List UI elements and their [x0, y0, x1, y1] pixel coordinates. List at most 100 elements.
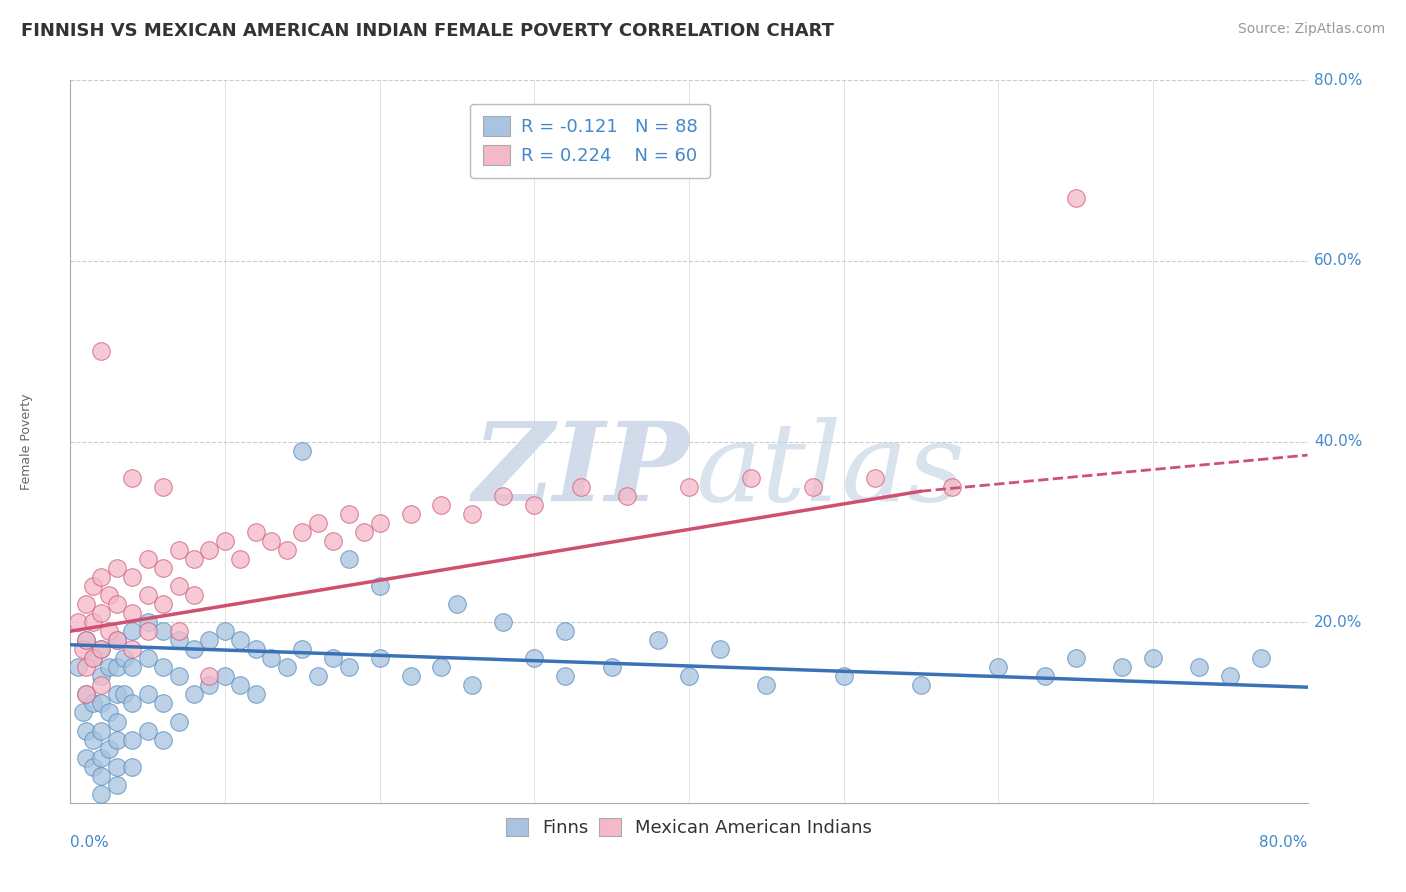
Point — [709, 642, 731, 657]
Point — [183, 687, 205, 701]
Point — [136, 687, 159, 701]
Point — [105, 660, 128, 674]
Point — [152, 480, 174, 494]
Text: Source: ZipAtlas.com: Source: ZipAtlas.com — [1237, 22, 1385, 37]
Point — [98, 588, 120, 602]
Point — [121, 624, 143, 639]
Point — [430, 498, 453, 512]
Point — [105, 778, 128, 792]
Point — [98, 660, 120, 674]
Point — [121, 760, 143, 774]
Point — [291, 524, 314, 539]
Point — [90, 570, 112, 584]
Point — [136, 615, 159, 630]
Point — [67, 660, 90, 674]
Point — [291, 642, 314, 657]
Text: ZIP: ZIP — [472, 417, 689, 524]
Point — [121, 642, 143, 657]
Point — [98, 706, 120, 720]
Point — [260, 651, 283, 665]
Point — [75, 750, 97, 764]
Point — [90, 769, 112, 783]
Point — [114, 651, 135, 665]
Point — [1064, 651, 1087, 665]
Point — [276, 660, 298, 674]
Point — [82, 760, 105, 774]
Text: 40.0%: 40.0% — [1313, 434, 1362, 449]
Point — [105, 760, 128, 774]
Text: 0.0%: 0.0% — [70, 835, 110, 850]
Point — [214, 533, 236, 548]
Point — [245, 524, 267, 539]
Point — [152, 624, 174, 639]
Point — [167, 714, 190, 729]
Text: atlas: atlas — [695, 417, 965, 524]
Point — [136, 651, 159, 665]
Point — [90, 723, 112, 738]
Point — [1111, 660, 1133, 674]
Point — [353, 524, 375, 539]
Point — [678, 480, 700, 494]
Point — [90, 787, 112, 801]
Point — [82, 615, 105, 630]
Point — [183, 552, 205, 566]
Point — [82, 579, 105, 593]
Point — [322, 533, 344, 548]
Point — [98, 741, 120, 756]
Point — [98, 624, 120, 639]
Point — [554, 669, 576, 683]
Point — [229, 678, 252, 692]
Point — [167, 579, 190, 593]
Point — [121, 660, 143, 674]
Point — [183, 588, 205, 602]
Point — [801, 480, 824, 494]
Point — [121, 732, 143, 747]
Point — [72, 642, 94, 657]
Legend: Finns, Mexican American Indians: Finns, Mexican American Indians — [499, 811, 879, 845]
Point — [678, 669, 700, 683]
Point — [121, 606, 143, 620]
Point — [114, 687, 135, 701]
Point — [167, 633, 190, 648]
Point — [90, 678, 112, 692]
Point — [82, 651, 105, 665]
Point — [90, 697, 112, 711]
Text: FINNISH VS MEXICAN AMERICAN INDIAN FEMALE POVERTY CORRELATION CHART: FINNISH VS MEXICAN AMERICAN INDIAN FEMAL… — [21, 22, 834, 40]
Point — [152, 697, 174, 711]
Point — [260, 533, 283, 548]
Point — [322, 651, 344, 665]
Point — [337, 660, 360, 674]
Point — [183, 642, 205, 657]
Point — [152, 660, 174, 674]
Point — [75, 633, 97, 648]
Point — [152, 732, 174, 747]
Point — [616, 489, 638, 503]
Point — [430, 660, 453, 674]
Point — [152, 561, 174, 575]
Point — [461, 678, 484, 692]
Point — [198, 633, 221, 648]
Point — [863, 471, 886, 485]
Point — [75, 660, 97, 674]
Point — [1188, 660, 1211, 674]
Point — [554, 624, 576, 639]
Point — [90, 642, 112, 657]
Point — [600, 660, 623, 674]
Point — [121, 471, 143, 485]
Point — [90, 606, 112, 620]
Point — [167, 669, 190, 683]
Point — [75, 633, 97, 648]
Point — [647, 633, 669, 648]
Text: Female Poverty: Female Poverty — [21, 393, 34, 490]
Point — [105, 732, 128, 747]
Point — [198, 542, 221, 557]
Point — [399, 669, 422, 683]
Point — [1250, 651, 1272, 665]
Point — [1142, 651, 1164, 665]
Point — [307, 669, 329, 683]
Point — [75, 687, 97, 701]
Point — [276, 542, 298, 557]
Point — [198, 669, 221, 683]
Point — [82, 651, 105, 665]
Point — [492, 615, 515, 630]
